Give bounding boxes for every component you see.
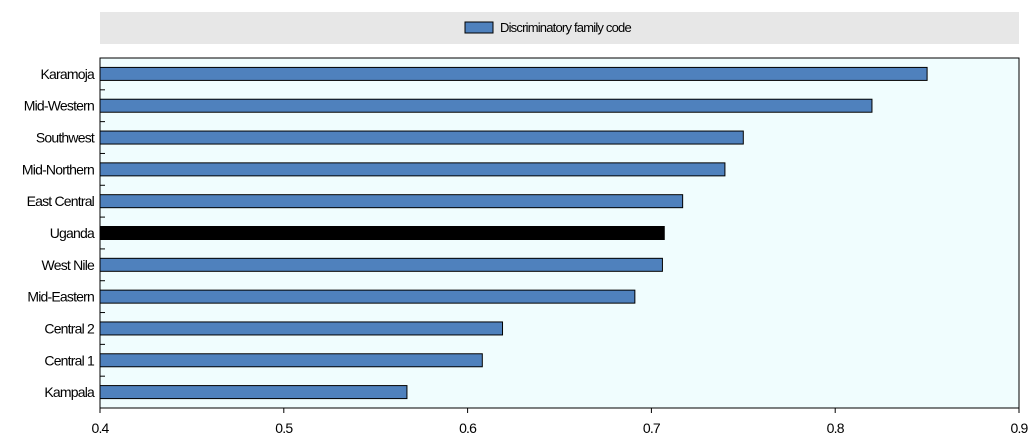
bar-mid-northern: [99, 162, 726, 177]
legend-swatch: [464, 21, 494, 34]
bar-mid-eastern: [99, 289, 636, 304]
tick-marks: [99, 89, 1020, 413]
x-tick-labels: 0.4 0.5 0.6 0.7 0.8 0.9: [91, 420, 1029, 436]
x-tick-label: 0.9: [1010, 420, 1028, 436]
bar-central-1: [99, 353, 483, 368]
bar-east-central: [99, 194, 684, 209]
bar-west-nile: [99, 257, 663, 272]
category-label-uganda: Uganda: [50, 225, 95, 241]
category-label-central-1: Central 1: [44, 352, 95, 368]
x-tick-label: 0.7: [643, 420, 661, 436]
category-label-west-nile: West Nile: [42, 257, 95, 273]
legend-background: [100, 12, 1019, 44]
category-label-central-2: Central 2: [44, 320, 95, 336]
bar-karamoja: [99, 66, 928, 81]
category-label-karamoja: Karamoja: [40, 66, 95, 82]
x-tick-label: 0.6: [459, 420, 477, 436]
bar-mid-western: [99, 98, 873, 113]
bar-uganda: [99, 226, 665, 240]
category-labels: Karamoja Mid-Western Southwest Mid-Northern…: [22, 66, 96, 400]
bar-southwest: [99, 130, 744, 145]
legend-label: Discriminatory family code: [500, 20, 631, 35]
category-label-kampala: Kampala: [44, 384, 95, 400]
category-label-mid-eastern: Mid-Eastern: [27, 289, 94, 305]
x-tick-label: 0.4: [91, 420, 109, 436]
x-tick-label: 0.5: [275, 420, 293, 436]
category-label-southwest: Southwest: [36, 130, 95, 146]
bar-kampala: [99, 385, 408, 400]
category-label-east-central: East Central: [27, 193, 95, 209]
category-label-mid-northern: Mid-Northern: [22, 161, 94, 177]
category-label-mid-western: Mid-Western: [24, 98, 94, 114]
x-tick-label: 0.8: [827, 420, 845, 436]
bars-group: [99, 66, 928, 400]
bar-central-2: [99, 321, 504, 336]
